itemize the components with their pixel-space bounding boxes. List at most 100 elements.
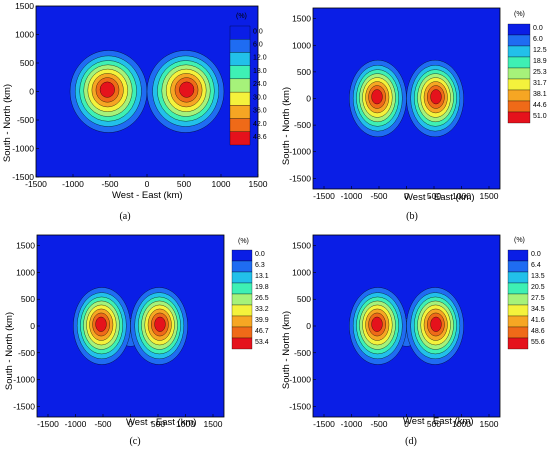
colorbar-swatch [231, 260, 253, 273]
colorbar-tick-label: 19.8 [255, 284, 269, 291]
colorbar-swatch [229, 105, 251, 119]
colorbar-swatch [231, 249, 253, 262]
y-tick-label: 500 [20, 58, 34, 68]
colorbar-tick-label: 0.0 [253, 28, 263, 35]
y-axis-label: South - North (km) [4, 312, 15, 390]
colorbar-tick-label: 12.0 [253, 55, 267, 62]
colorbar-swatch [229, 78, 251, 93]
colorbar-tick-label: 6.3 [255, 262, 265, 269]
y-tick-label: 1500 [292, 14, 311, 24]
x-tick-label: 0 [404, 419, 409, 429]
y-tick-label: -1000 [289, 147, 311, 157]
contour-lobe-west [349, 287, 407, 365]
colorbar-unit: (%) [238, 238, 249, 245]
colorbar-tick-label: 53.4 [255, 339, 269, 346]
contour-lobe-west [69, 50, 148, 133]
y-axis-label: South - North (km) [281, 87, 292, 165]
colorbar-tick-label: 44.6 [533, 102, 547, 109]
x-tick-label: 0 [404, 191, 409, 201]
x-tick-label: 0 [128, 419, 133, 429]
x-tick-label: 1500 [204, 419, 223, 429]
y-tick-label: 500 [297, 294, 311, 304]
colorbar-tick-label: 6.0 [253, 41, 263, 48]
x-tick-label: 1500 [480, 191, 499, 201]
contour-field [349, 59, 464, 138]
colorbar-tick-label: 13.5 [531, 273, 545, 280]
y-tick-label: 0 [29, 87, 34, 97]
colorbar-tick-label: 13.1 [255, 273, 269, 280]
colorbar-swatch [507, 326, 529, 339]
x-tick-label: 0 [145, 179, 150, 189]
y-tick-label: 1000 [15, 30, 34, 40]
y-tick-label: -1500 [289, 173, 311, 183]
x-tick-label: -1000 [65, 419, 87, 429]
colorbar-tick-label: 55.6 [531, 339, 545, 346]
contour-level-8 [371, 89, 383, 105]
colorbar-tick-label: 46.7 [255, 328, 269, 335]
colorbar-swatch [507, 56, 531, 69]
colorbar-swatch [507, 260, 529, 273]
colorbar-swatch [507, 337, 529, 350]
colorbar-swatch [231, 271, 253, 284]
y-tick-label: 0 [306, 321, 311, 331]
x-tick-label: 1500 [480, 419, 499, 429]
colorbar: 0.0 6.0 12.0 18.0 24.0 30.0 36.0 42.0 48.6 (%) [229, 13, 267, 146]
contour-field [73, 287, 188, 365]
x-tick-label: -500 [94, 419, 111, 429]
x-tick-label: 1500 [249, 179, 268, 189]
panel-label: (a) [119, 211, 130, 222]
y-tick-label: 1000 [292, 40, 311, 50]
x-tick-label: 1000 [452, 191, 471, 201]
contour-level-8 [430, 89, 442, 105]
colorbar-tick-label: 42.0 [253, 121, 267, 128]
y-tick-label: -1500 [13, 401, 35, 411]
colorbar-tick-label: 25.3 [533, 69, 547, 76]
contour-lobe-west [73, 287, 131, 365]
colorbar-swatch [231, 326, 253, 339]
colorbar-swatch [229, 91, 251, 106]
colorbar-swatch [507, 34, 531, 47]
colorbar: 0.0 6.3 13.1 19.8 26.5 33.2 39.9 46.7 53.4 (%) [231, 238, 269, 350]
colorbar-tick-label: 26.5 [255, 295, 269, 302]
colorbar-tick-label: 30.0 [253, 94, 267, 101]
colorbar-tick-label: 51.0 [533, 113, 547, 120]
colorbar-swatch [507, 89, 531, 102]
colorbar-swatch [229, 39, 251, 53]
y-tick-label: -500 [17, 115, 34, 125]
contour-field [69, 50, 225, 133]
contour-level-8 [154, 316, 166, 332]
colorbar-tick-label: 0.0 [531, 251, 541, 258]
y-tick-label: -1000 [289, 375, 311, 385]
colorbar-swatch [229, 52, 251, 66]
colorbar-tick-label: 6.4 [531, 262, 541, 269]
x-tick-label: -500 [370, 191, 387, 201]
y-tick-label: -1000 [12, 144, 34, 154]
colorbar-tick-label: 36.0 [253, 108, 267, 115]
colorbar-swatch [507, 304, 529, 317]
y-tick-label: -500 [294, 348, 311, 358]
colorbar-tick-label: 41.6 [531, 317, 545, 324]
colorbar-unit: (%) [514, 11, 525, 18]
colorbar-swatch [507, 271, 529, 284]
colorbar-tick-label: 33.2 [255, 306, 269, 313]
x-tick-label: -1000 [341, 191, 363, 201]
y-tick-label: 1000 [16, 267, 35, 277]
colorbar-tick-label: 27.5 [531, 295, 545, 302]
x-tick-label: -500 [101, 179, 118, 189]
x-tick-label: -1500 [25, 179, 47, 189]
x-tick-label: 500 [151, 419, 165, 429]
colorbar-swatch [229, 131, 251, 146]
colorbar-swatch [507, 100, 531, 113]
y-axis-label: South - North (km) [281, 311, 292, 389]
colorbar-swatch [231, 337, 253, 350]
x-tick-label: 500 [427, 419, 441, 429]
colorbar-unit: (%) [514, 237, 525, 244]
y-tick-label: 0 [30, 321, 35, 331]
colorbar-swatch [507, 78, 531, 91]
contour-lobe-east [146, 50, 225, 133]
colorbar-swatch [229, 118, 251, 132]
colorbar-swatch [231, 293, 253, 306]
contour-lobe-east [130, 287, 188, 365]
panel-label: (c) [129, 436, 140, 447]
